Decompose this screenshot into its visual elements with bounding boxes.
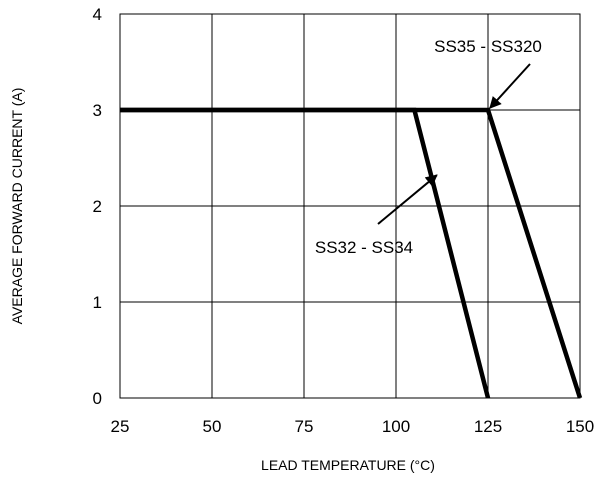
annotation-label-ss35: SS35 - SS320 (434, 37, 542, 56)
y-tick-label: 3 (93, 101, 102, 120)
annotation-label-ss32: SS32 - SS34 (315, 238, 413, 257)
x-tick-label: 150 (566, 417, 594, 436)
y-axis-title: AVERAGE FORWARD CURRENT (A) (9, 88, 25, 325)
series-line-2 (120, 107, 583, 399)
y-tick-label: 4 (93, 5, 102, 24)
x-tick-label: 50 (203, 417, 222, 436)
x-tick-label: 125 (474, 417, 502, 436)
x-tick-label: 100 (382, 417, 410, 436)
annotation-arrow-ss32 (377, 174, 438, 225)
x-axis-title: LEAD TEMPERATURE (°C) (261, 457, 435, 473)
y-tick-label: 2 (93, 197, 102, 216)
y-tick-label: 1 (93, 293, 102, 312)
annotation-arrow-ss35 (489, 63, 531, 109)
x-tick-label: 25 (111, 417, 130, 436)
y-tick-label: 0 (93, 389, 102, 408)
x-tick-label: 75 (295, 417, 314, 436)
